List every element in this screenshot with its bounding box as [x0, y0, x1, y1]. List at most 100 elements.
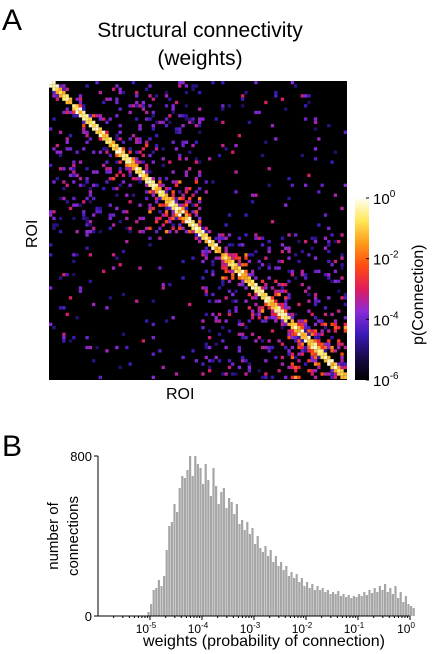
heatmap-cell [158, 177, 162, 181]
connectivity-heatmap [49, 81, 347, 380]
heatmap-cell [287, 306, 291, 310]
heatmap-cell [227, 289, 232, 293]
histogram-bar [342, 594, 345, 616]
heatmap-cell [343, 375, 347, 379]
heatmap-cell [254, 296, 258, 300]
heatmap-cell [327, 355, 331, 360]
heatmap-cell [294, 365, 298, 370]
histogram-bar [355, 597, 358, 616]
heatmap-cell [340, 372, 344, 376]
heatmap-cell [254, 302, 258, 307]
heatmap-cell [52, 147, 56, 151]
heatmap-cell [320, 352, 324, 356]
heatmap-cell [49, 127, 53, 131]
histogram-bar [345, 597, 348, 616]
heatmap-cell [307, 173, 311, 178]
heatmap-cell [267, 239, 271, 244]
heatmap-cell [181, 140, 185, 144]
heatmap-cell [303, 94, 308, 98]
heatmap-cell [118, 263, 122, 267]
heatmap-cell [194, 210, 198, 214]
histogram-bar [339, 596, 342, 616]
heatmap-cell [227, 279, 232, 283]
heatmap-cell [78, 177, 83, 181]
heatmap-cell [241, 276, 245, 280]
heatmap-cell [297, 375, 301, 379]
heatmap-cell [317, 339, 321, 343]
heatmap-cell [198, 223, 202, 227]
heatmap-cell [270, 306, 275, 310]
heatmap-cell [327, 226, 331, 230]
heatmap-cell [184, 216, 189, 221]
heatmap-cell [191, 230, 195, 234]
heatmap-cell [340, 359, 344, 363]
heatmap-cell [188, 120, 192, 125]
heatmap-cell [188, 150, 192, 154]
histogram-bar [147, 612, 150, 616]
heatmap-cell [88, 120, 93, 125]
heatmap-cell [188, 230, 192, 234]
heatmap-cell [274, 299, 278, 303]
heatmap-cell [188, 167, 192, 171]
heatmap-cell [178, 153, 182, 158]
heatmap-cell [201, 249, 205, 254]
heatmap-cell [168, 220, 172, 224]
heatmap-cell [168, 186, 172, 191]
heatmap-cell [257, 289, 261, 293]
heatmap-cell [333, 349, 338, 353]
heatmap-cell [234, 309, 238, 313]
heatmap-cell [174, 213, 179, 217]
heatmap-cell [234, 306, 238, 310]
heatmap-cell [194, 226, 198, 230]
heatmap-cell [181, 193, 185, 197]
heatmap-cell [224, 223, 228, 227]
heatmap-cell [191, 349, 195, 353]
heatmap-cell [52, 223, 56, 227]
heatmap-cell [92, 302, 96, 307]
heatmap-cell [178, 206, 182, 211]
heatmap-cell [154, 186, 159, 191]
heatmap-cell [274, 289, 278, 293]
heatmap-cell [237, 243, 242, 247]
heatmap-cell [164, 200, 169, 204]
heatmap-cell [184, 230, 189, 234]
heatmap-cell [290, 329, 295, 333]
heatmap-cell [184, 84, 189, 88]
heatmap-cell [145, 180, 149, 184]
heatmap-cell [75, 110, 79, 115]
heatmap-cell [280, 97, 285, 101]
histogram-bar [376, 592, 379, 616]
heatmap-cell [267, 345, 271, 350]
heatmap-cell [72, 216, 76, 221]
heatmap-cell [111, 253, 116, 257]
heatmap-cell [231, 243, 235, 247]
histogram-bar [308, 588, 311, 616]
heatmap-cell [340, 253, 344, 257]
heatmap-cell [323, 236, 328, 240]
heatmap-cell [204, 180, 208, 184]
heatmap-cell [297, 322, 301, 327]
heatmap-cell [138, 124, 142, 128]
heatmap-cell [198, 170, 202, 174]
heatmap-cell [327, 359, 331, 363]
heatmap-cell [247, 253, 251, 257]
heatmap-cell [158, 266, 162, 270]
heatmap-cell [244, 335, 248, 340]
heatmap-cell [164, 220, 169, 224]
heatmap-cell [287, 365, 291, 370]
heatmap-cell [257, 286, 261, 290]
heatmap-cell [108, 170, 112, 174]
heatmap-cell [260, 345, 265, 350]
heatmap-cell [65, 312, 69, 317]
heatmap-cell [274, 137, 278, 141]
heatmap-cell [207, 299, 212, 303]
heatmap-cell [121, 292, 126, 297]
heatmap-cell [128, 104, 132, 108]
heatmap-cell [181, 216, 185, 221]
heatmap-cell [260, 306, 265, 310]
heatmap-cell [204, 226, 208, 230]
heatmap-cell [92, 230, 96, 234]
heatmap-cell [244, 326, 248, 330]
heatmap-cell [207, 335, 212, 340]
heatmap-cell [72, 160, 76, 164]
